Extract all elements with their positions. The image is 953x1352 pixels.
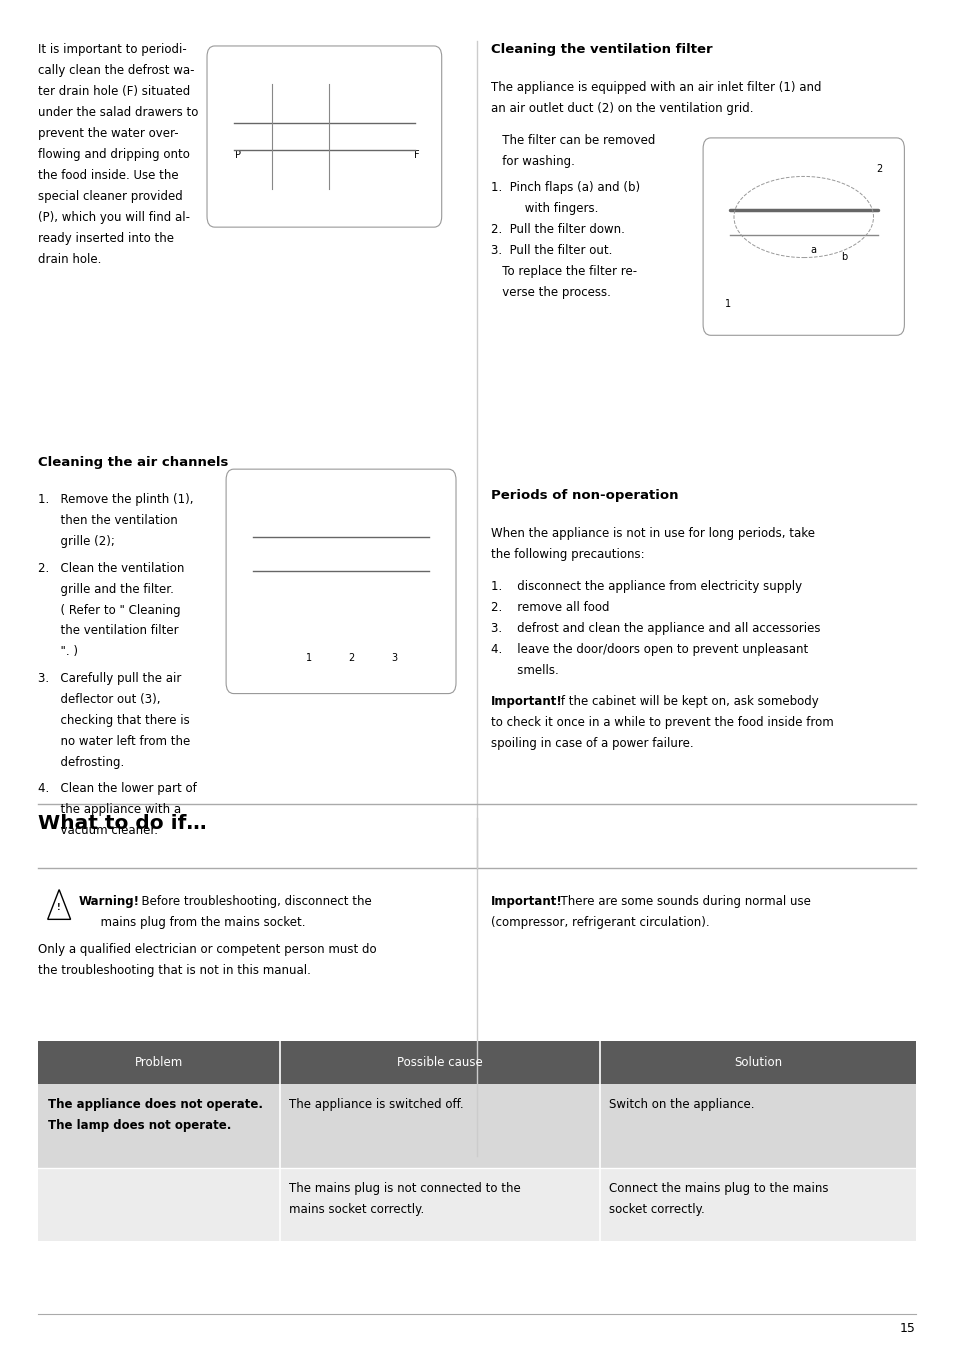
Text: Connect the mains plug to the mains: Connect the mains plug to the mains [609, 1182, 828, 1195]
Text: mains plug from the mains socket.: mains plug from the mains socket. [78, 917, 305, 929]
Text: checking that there is: checking that there is [38, 714, 190, 727]
Text: prevent the water over-: prevent the water over- [38, 127, 178, 141]
Text: 2.    remove all food: 2. remove all food [491, 600, 609, 614]
Text: Switch on the appliance.: Switch on the appliance. [609, 1098, 754, 1111]
Text: grille (2);: grille (2); [38, 535, 115, 549]
Text: Before troubleshooting, disconnect the: Before troubleshooting, disconnect the [133, 895, 371, 909]
Text: under the salad drawers to: under the salad drawers to [38, 105, 198, 119]
Text: the troubleshooting that is not in this manual.: the troubleshooting that is not in this … [38, 964, 311, 977]
Text: Warning!: Warning! [78, 895, 139, 909]
Text: When the appliance is not in use for long periods, take: When the appliance is not in use for lon… [491, 527, 815, 541]
Text: If the cabinet will be kept on, ask somebody: If the cabinet will be kept on, ask some… [550, 695, 819, 708]
Text: ter drain hole (F) situated: ter drain hole (F) situated [38, 85, 191, 99]
Text: (P), which you will find al-: (P), which you will find al- [38, 211, 190, 224]
Text: vacuum cleaner.: vacuum cleaner. [38, 823, 158, 837]
Text: Cleaning the ventilation filter: Cleaning the ventilation filter [491, 43, 712, 57]
Text: ready inserted into the: ready inserted into the [38, 231, 174, 245]
Text: There are some sounds during normal use: There are some sounds during normal use [553, 895, 810, 909]
Text: Important!: Important! [491, 695, 562, 708]
Text: smells.: smells. [491, 664, 558, 677]
Text: b: b [841, 251, 847, 262]
Text: the ventilation filter: the ventilation filter [38, 625, 178, 638]
Text: verse the process.: verse the process. [491, 285, 611, 299]
Text: P: P [235, 150, 241, 161]
Text: !: ! [57, 903, 61, 911]
Text: drain hole.: drain hole. [38, 253, 101, 266]
Text: 15: 15 [899, 1322, 915, 1336]
Text: special cleaner provided: special cleaner provided [38, 189, 183, 203]
Text: 1: 1 [724, 299, 730, 310]
Text: The appliance is switched off.: The appliance is switched off. [289, 1098, 463, 1111]
Text: 2.   Clean the ventilation: 2. Clean the ventilation [38, 561, 184, 575]
Bar [38, 1084, 915, 1168]
Text: ( Refer to " Cleaning: ( Refer to " Cleaning [38, 603, 181, 617]
Text: The mains plug is not connected to the: The mains plug is not connected to the [289, 1182, 520, 1195]
Text: The appliance is equipped with an air inlet filter (1) and: The appliance is equipped with an air in… [491, 81, 821, 95]
Text: mains socket correctly.: mains socket correctly. [289, 1203, 424, 1215]
Text: 1.  Pinch flaps (a) and (b): 1. Pinch flaps (a) and (b) [491, 181, 639, 195]
Text: 3.    defrost and clean the appliance and all accessories: 3. defrost and clean the appliance and a… [491, 622, 820, 635]
Text: ". ): ". ) [38, 645, 78, 658]
Text: The filter can be removed: The filter can be removed [491, 134, 655, 147]
Text: 2: 2 [348, 653, 355, 664]
Text: 1: 1 [306, 653, 312, 664]
Text: then the ventilation: then the ventilation [38, 514, 177, 527]
Text: 2.  Pull the filter down.: 2. Pull the filter down. [491, 223, 624, 237]
Text: What to do if…: What to do if… [38, 814, 207, 833]
Bar [38, 1041, 915, 1084]
Text: The lamp does not operate.: The lamp does not operate. [48, 1119, 231, 1132]
Text: 3.   Carefully pull the air: 3. Carefully pull the air [38, 672, 181, 685]
Text: F: F [414, 150, 419, 161]
Text: defrosting.: defrosting. [38, 756, 124, 769]
Text: Only a qualified electrician or competent person must do: Only a qualified electrician or competen… [38, 944, 376, 956]
Text: no water left from the: no water left from the [38, 734, 191, 748]
Text: 3.  Pull the filter out.: 3. Pull the filter out. [491, 243, 612, 257]
Text: deflector out (3),: deflector out (3), [38, 692, 160, 706]
FancyBboxPatch shape [702, 138, 903, 335]
Text: flowing and dripping onto: flowing and dripping onto [38, 147, 190, 161]
Text: an air outlet duct (2) on the ventilation grid.: an air outlet duct (2) on the ventilatio… [491, 101, 753, 115]
Text: 1.    disconnect the appliance from electricity supply: 1. disconnect the appliance from electri… [491, 580, 801, 594]
Text: It is important to periodi-: It is important to periodi- [38, 43, 187, 57]
Text: socket correctly.: socket correctly. [609, 1203, 704, 1215]
Text: The appliance does not operate.: The appliance does not operate. [48, 1098, 262, 1111]
Text: the food inside. Use the: the food inside. Use the [38, 169, 178, 183]
FancyBboxPatch shape [226, 469, 456, 694]
Text: with fingers.: with fingers. [491, 201, 598, 215]
Text: 1.   Remove the plinth (1),: 1. Remove the plinth (1), [38, 493, 193, 507]
Text: Important!: Important! [491, 895, 562, 909]
Text: 4.    leave the door/doors open to prevent unpleasant: 4. leave the door/doors open to prevent … [491, 642, 808, 656]
Text: a: a [809, 245, 815, 256]
Text: spoiling in case of a power failure.: spoiling in case of a power failure. [491, 737, 693, 750]
Text: 2: 2 [876, 164, 882, 174]
Text: the appliance with a: the appliance with a [38, 803, 181, 817]
Text: cally clean the defrost wa-: cally clean the defrost wa- [38, 65, 194, 77]
Text: the following precautions:: the following precautions: [491, 548, 644, 561]
Text: 3: 3 [392, 653, 397, 664]
Bar [38, 1168, 915, 1241]
Text: for washing.: for washing. [491, 154, 575, 168]
Text: Possible cause: Possible cause [396, 1056, 482, 1069]
Text: 4.   Clean the lower part of: 4. Clean the lower part of [38, 781, 196, 795]
FancyBboxPatch shape [207, 46, 441, 227]
Text: to check it once in a while to prevent the food inside from: to check it once in a while to prevent t… [491, 717, 833, 729]
Text: Periods of non-operation: Periods of non-operation [491, 489, 679, 503]
Text: grille and the filter.: grille and the filter. [38, 583, 173, 596]
Text: (compressor, refrigerant circulation).: (compressor, refrigerant circulation). [491, 917, 709, 929]
Text: Solution: Solution [733, 1056, 781, 1069]
Text: Cleaning the air channels: Cleaning the air channels [38, 456, 229, 469]
Text: Problem: Problem [134, 1056, 183, 1069]
Text: To replace the filter re-: To replace the filter re- [491, 265, 637, 279]
